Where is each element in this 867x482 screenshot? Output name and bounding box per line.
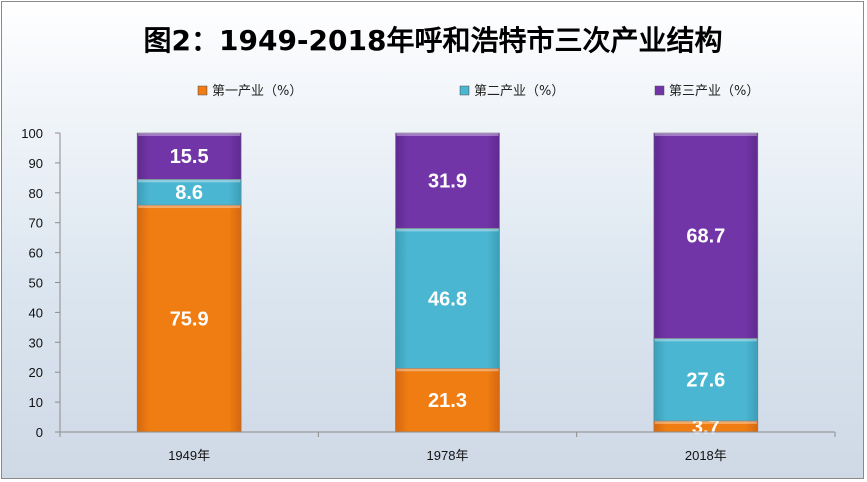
x-axis: 1949年 1978年 2018年 xyxy=(59,431,836,463)
bar-segment-highlight xyxy=(138,205,241,209)
bar-segment-highlight xyxy=(654,338,757,342)
data-label: 3.7 xyxy=(692,416,720,438)
chart-title: 图2：1949-2018年呼和浩特市三次产业结构 xyxy=(144,24,723,57)
data-label: 8.6 xyxy=(175,182,203,204)
data-label: 46.8 xyxy=(428,288,467,310)
y-tick-label: 100 xyxy=(21,126,43,141)
x-tick-label: 2018年 xyxy=(685,448,727,463)
data-label: 21.3 xyxy=(428,390,467,412)
data-label: 15.5 xyxy=(170,146,209,168)
bar-segment-1 xyxy=(136,204,242,433)
y-tick-label: 90 xyxy=(29,156,43,171)
y-tick-label: 70 xyxy=(29,216,43,231)
bar-segment-1 xyxy=(395,368,500,433)
legend-label-1: 第一产业（%） xyxy=(212,84,302,99)
y-tick-label: 30 xyxy=(29,335,43,350)
legend: 第一产业（%） 第二产业（%） 第三产业（%） xyxy=(197,84,759,99)
y-tick-label: 60 xyxy=(29,246,43,261)
bar-segment-highlight xyxy=(654,133,757,136)
y-tick-label: 50 xyxy=(29,276,43,291)
data-label: 75.9 xyxy=(170,309,209,331)
bar-segment-highlight xyxy=(654,420,757,424)
bar-segment-highlight xyxy=(138,179,241,183)
bar-segment-3 xyxy=(395,132,500,229)
y-tick-label: 40 xyxy=(29,305,43,320)
legend-swatch-2 xyxy=(459,85,470,96)
bar-segment-2 xyxy=(653,338,759,422)
x-tick-label: 1949年 xyxy=(168,448,210,463)
y-tick-label: 80 xyxy=(29,186,43,201)
bar-segment-highlight xyxy=(396,228,499,232)
data-label: 68.7 xyxy=(686,226,725,248)
y-axis: 0 10 20 30 40 50 60 70 80 90 100 xyxy=(21,126,61,440)
legend-swatch-3 xyxy=(654,85,665,96)
legend-label-3: 第三产业（%） xyxy=(669,84,759,99)
data-label: 27.6 xyxy=(686,370,725,392)
bar-segment-highlight xyxy=(138,133,241,136)
bar-segment-highlight xyxy=(396,368,499,372)
bar-segment-highlight xyxy=(396,133,499,136)
legend-swatch-1 xyxy=(197,85,208,96)
legend-label-2: 第二产业（%） xyxy=(474,84,564,99)
y-tick-label: 20 xyxy=(29,365,43,380)
y-tick-label: 0 xyxy=(36,425,43,440)
bar-segment-3 xyxy=(653,132,759,339)
x-tick-label: 1978年 xyxy=(427,448,469,463)
bars: 75.9 8.6 15.5 21.3 46.8 31.9 3.7 27.6 68.7 xyxy=(136,132,759,438)
data-label: 31.9 xyxy=(428,171,467,193)
bar-segment-3 xyxy=(136,132,242,180)
y-tick-label: 10 xyxy=(29,395,43,410)
